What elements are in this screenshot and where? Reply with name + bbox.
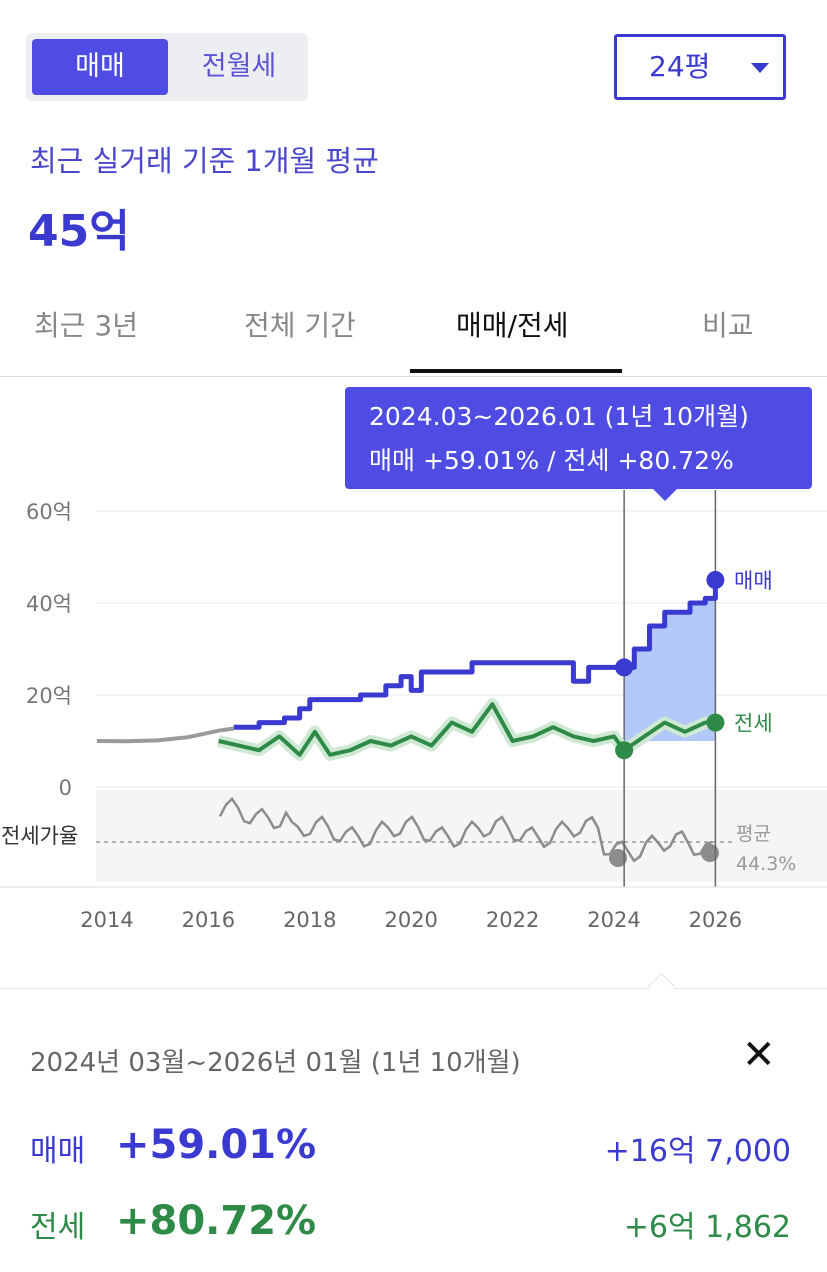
ratio-band [96, 790, 827, 882]
detail-sale-pct: +59.01% [116, 1122, 317, 1168]
y-tick-label: 40억 [26, 592, 72, 616]
sale-end-label: 매매 [734, 569, 773, 593]
x-tick-label: 2024 [587, 908, 640, 932]
ratio-start-marker [609, 849, 627, 867]
sale-start-marker [615, 658, 634, 677]
size-value: 24평 [649, 50, 711, 83]
tooltip-range: 2024.03~2026.01 (1년 10개월) [369, 402, 749, 431]
detail-sale-label: 매매 [30, 1134, 86, 1169]
tab-all-period[interactable]: 전체 기간 [244, 309, 356, 342]
x-tick-label: 2022 [486, 908, 539, 932]
tooltip-arrow [651, 487, 679, 501]
panel-notch [648, 973, 675, 1000]
range-tooltip: 2024.03~2026.01 (1년 10개월) 매매 +59.01% / 전… [345, 387, 812, 501]
summary-price: 45억 [28, 206, 130, 257]
chevron-down-icon [751, 63, 769, 73]
trade-type-toggle: 매매 전월세 [26, 33, 308, 101]
period-tabs: 최근 3년 전체 기간 매매/전세 비교 [0, 290, 827, 377]
ratio-label: 전세가율 [1, 824, 78, 848]
price-chart[interactable]: 60억 40억 20억 0 2014 2016 2018 2020 2022 2024 2026 전… [0, 490, 827, 950]
detail-sale-amount: +16억 7,000 [604, 1134, 791, 1169]
y-tick-label: 20억 [26, 684, 72, 708]
detail-jeonse-amount: +6억 1,862 [623, 1210, 791, 1245]
sale-line [233, 580, 718, 730]
detail-jeonse-label: 전세 [30, 1210, 86, 1245]
tab-compare[interactable]: 비교 [702, 309, 754, 342]
ratio-line [218, 796, 713, 863]
x-tick-label: 2020 [384, 908, 437, 932]
y-tick-label: 60억 [26, 500, 72, 524]
sale-end-marker [706, 571, 725, 589]
ratio-end-marker [701, 844, 719, 862]
tab-active-indicator [410, 369, 622, 373]
x-tick-label: 2026 [689, 908, 742, 932]
jeonse-line [218, 702, 716, 757]
size-dropdown[interactable]: 24평 [614, 34, 786, 100]
past-price-line [96, 726, 235, 744]
tab-sale-jeonse[interactable]: 매매/전세 [456, 309, 569, 342]
toggle-rent-button[interactable]: 전월세 [201, 51, 277, 82]
y-tick-label: 0 [59, 776, 72, 800]
jeonse-end-label: 전세 [734, 712, 773, 736]
ratio-avg-label: 평균 [736, 823, 771, 845]
jeonse-start-marker [615, 741, 634, 760]
ratio-avg-value: 44.3% [736, 853, 796, 875]
tooltip-values: 매매 +59.01% / 전세 +80.72% [369, 446, 734, 475]
panel-divider [0, 988, 827, 989]
summary-subtitle: 최근 실거래 기준 1개월 평균 [30, 144, 379, 178]
selected-range-fill [624, 580, 716, 741]
x-tick-label: 2016 [182, 908, 235, 932]
jeonse-end-marker [706, 713, 725, 732]
close-icon[interactable]: ✕ [742, 1032, 776, 1078]
tab-recent-3y[interactable]: 최근 3년 [34, 309, 138, 342]
detail-jeonse-pct: +80.72% [116, 1198, 317, 1244]
x-tick-label: 2014 [80, 908, 133, 932]
x-tick-label: 2018 [283, 908, 336, 932]
detail-period: 2024년 03월~2026년 01월 (1년 10개월) [30, 1048, 521, 1078]
toggle-sale-button[interactable]: 매매 [32, 39, 168, 95]
